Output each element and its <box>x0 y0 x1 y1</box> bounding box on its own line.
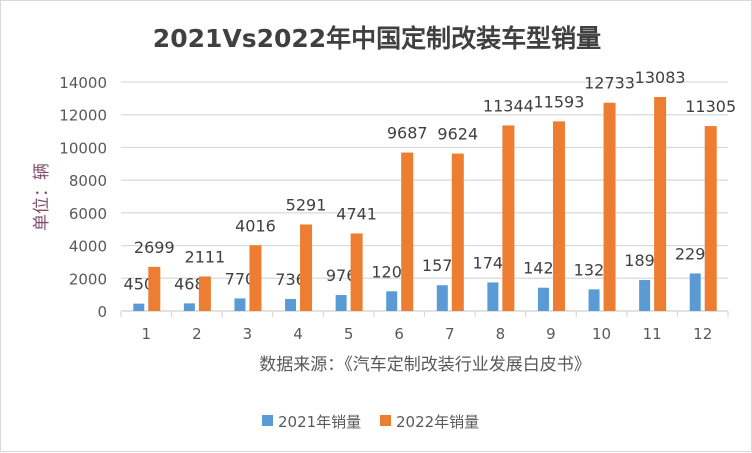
x-tick-label: 9 <box>546 325 556 343</box>
legend-swatch <box>380 415 391 426</box>
data-label: 9624 <box>437 125 478 144</box>
data-label: 12733 <box>584 74 635 93</box>
bar-2022 <box>401 152 414 311</box>
x-tick-label: 8 <box>496 325 506 343</box>
bar-2021 <box>689 273 701 311</box>
data-label: 4016 <box>235 216 276 235</box>
bar-2022 <box>451 153 464 311</box>
y-tick-label: 10000 <box>59 139 107 157</box>
y-tick-label: 4000 <box>69 238 107 256</box>
data-label: 450 <box>124 275 155 294</box>
y-tick-label: 12000 <box>59 107 107 125</box>
x-axis-title: 数据来源：《汽车定制改装行业发展白皮书》 <box>259 355 591 375</box>
data-label: 9687 <box>387 124 428 143</box>
bar-2022 <box>198 276 211 311</box>
data-label: 2699 <box>134 238 175 257</box>
bar-2022 <box>249 245 262 311</box>
bar-2022 <box>350 233 363 311</box>
bar-2021 <box>234 298 246 311</box>
data-label: 976 <box>326 266 357 285</box>
bar-2022 <box>300 224 313 311</box>
bar-2021 <box>183 303 195 311</box>
bar-2021 <box>335 295 347 311</box>
bar-2021 <box>436 285 448 311</box>
data-label: 13083 <box>635 68 686 87</box>
x-tick-label: 1 <box>142 325 152 343</box>
x-tick-label: 11 <box>643 325 662 343</box>
x-tick-label: 4 <box>293 325 303 343</box>
x-tick-label: 10 <box>592 325 611 343</box>
legend-swatch <box>262 415 273 426</box>
data-label: 736 <box>275 270 306 289</box>
data-label: 11593 <box>534 92 585 111</box>
y-tick-label: 0 <box>97 303 107 321</box>
data-label: 4741 <box>336 204 377 223</box>
bar-2021 <box>487 282 499 311</box>
legend-label: 2021年销量 <box>278 413 361 431</box>
x-tick-label: 6 <box>394 325 404 343</box>
data-label: 11344 <box>483 96 534 115</box>
bar-2022 <box>603 102 616 311</box>
bar-2021 <box>285 298 297 311</box>
bar-2022 <box>148 266 161 311</box>
data-label: 11305 <box>685 97 736 116</box>
x-tick-label: 7 <box>445 325 455 343</box>
x-tick-label: 2 <box>192 325 202 343</box>
y-tick-label: 14000 <box>59 74 107 92</box>
data-label: 468 <box>174 274 205 293</box>
data-label: 770 <box>225 269 256 288</box>
y-axis-title: 单位：辆 <box>32 163 52 231</box>
bar-2021 <box>639 280 651 311</box>
legend-label: 2022年销量 <box>396 413 479 431</box>
y-tick-label: 8000 <box>69 172 107 190</box>
x-tick-label: 3 <box>243 325 253 343</box>
bar-2022 <box>552 121 565 311</box>
chart-title: 2021Vs2022年中国定制改装车型销量 <box>153 24 601 53</box>
x-tick-label: 12 <box>693 325 712 343</box>
data-label: 2111 <box>185 247 226 266</box>
bar-2022 <box>502 125 515 311</box>
y-tick-label: 6000 <box>69 205 107 223</box>
bar-2021 <box>133 303 145 311</box>
y-tick-label: 2000 <box>69 270 107 288</box>
bar-2021 <box>537 287 549 311</box>
bar-2021 <box>588 289 600 311</box>
bar-2022 <box>704 126 717 312</box>
bar-2022 <box>654 96 667 311</box>
x-tick-label: 5 <box>344 325 354 343</box>
bar-2021 <box>386 291 398 311</box>
data-label: 5291 <box>286 195 327 214</box>
